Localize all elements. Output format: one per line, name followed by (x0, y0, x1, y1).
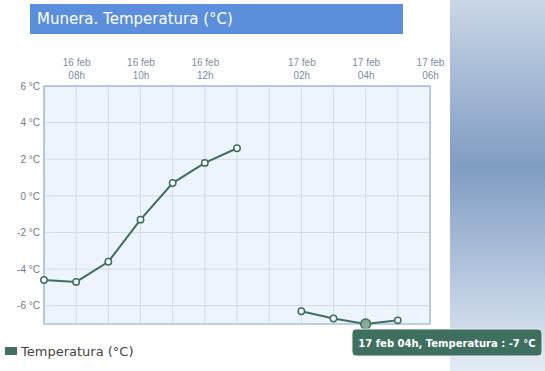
grid-line (204, 86, 205, 324)
tooltip: 17 feb 04h, Temperatura : -7 °C (352, 329, 542, 356)
tick: 6 °C (20, 81, 44, 92)
tick: 17 feb02h (288, 57, 316, 86)
tick-label: 0 °C (20, 191, 40, 202)
tick: 17 feb06h (417, 57, 445, 86)
plot-area (44, 86, 430, 324)
tick: 16 feb12h (191, 57, 219, 86)
tick: 2 °C (20, 154, 44, 165)
tick: 4 °C (20, 117, 44, 128)
tick-label: 2 °C (20, 154, 40, 165)
tick-label: 4 °C (20, 117, 40, 128)
marker[interactable] (298, 308, 304, 314)
x-axis: 16 feb08h 16 feb10h 16 feb12h 17 feb02h 17 f… (45, 57, 445, 87)
series-line (44, 148, 398, 324)
marker[interactable] (41, 277, 47, 283)
marker[interactable] (395, 317, 401, 323)
tick-label: -2 °C (17, 227, 40, 238)
tick-label: 16 feb08h (63, 57, 91, 81)
axis-line (45, 86, 431, 87)
grid-line (269, 86, 270, 324)
grid-line (237, 86, 238, 324)
tick-label: 16 feb12h (191, 57, 219, 81)
title: Munera. Temperatura (°C) (37, 10, 233, 28)
y-axis: 6 °C 4 °C 2 °C 0 °C -2 °C -4 °C -6 °C (17, 81, 44, 325)
tick: 16 feb10h (127, 57, 155, 86)
legend-swatch (5, 347, 17, 355)
marker[interactable] (202, 160, 208, 166)
tick-label: -4 °C (17, 264, 40, 275)
legend-label: Temperatura (°C) (20, 344, 133, 359)
grid-line (108, 86, 109, 324)
marker[interactable] (105, 259, 111, 265)
tick: 16 feb08h (63, 57, 91, 86)
tick-label: 16 feb10h (127, 57, 155, 81)
tooltip-box (352, 329, 542, 356)
marker[interactable] (137, 216, 143, 222)
grid-line (365, 86, 366, 324)
marker[interactable] (330, 315, 336, 321)
series-group (41, 145, 401, 329)
grid-line (172, 86, 173, 324)
marker[interactable] (73, 279, 79, 285)
title-bar (30, 4, 403, 34)
grid-line (76, 86, 77, 324)
background-photo (450, 0, 545, 371)
grid-line (140, 86, 141, 324)
tick: 0 °C (20, 191, 44, 202)
tick: -2 °C (17, 227, 44, 238)
marker[interactable] (361, 319, 371, 329)
tick-label: 17 feb02h (288, 57, 316, 81)
tick: -4 °C (17, 264, 44, 275)
tick-label: 17 feb04h (352, 57, 380, 81)
tick-label: -6 °C (17, 300, 40, 311)
tick-label: 17 feb06h (417, 57, 445, 81)
grid (44, 86, 430, 324)
chart: Munera. Temperatura (°C) 6 °C 4 °C 2 °C 0 °C… (0, 0, 545, 371)
annotation: 17 feb 04h, Temperatura : -7 °C (358, 338, 535, 349)
grid-line (397, 86, 398, 324)
marker[interactable] (169, 180, 175, 186)
grid-line (333, 86, 334, 324)
axis-line (44, 87, 45, 325)
tick-label: 6 °C (20, 81, 40, 92)
grid-line (301, 86, 302, 324)
tick: 17 feb04h (352, 57, 380, 86)
legend: Temperatura (°C) (5, 344, 133, 359)
tick: -6 °C (17, 300, 44, 311)
marker[interactable] (234, 145, 240, 151)
plot-frame (44, 86, 430, 324)
